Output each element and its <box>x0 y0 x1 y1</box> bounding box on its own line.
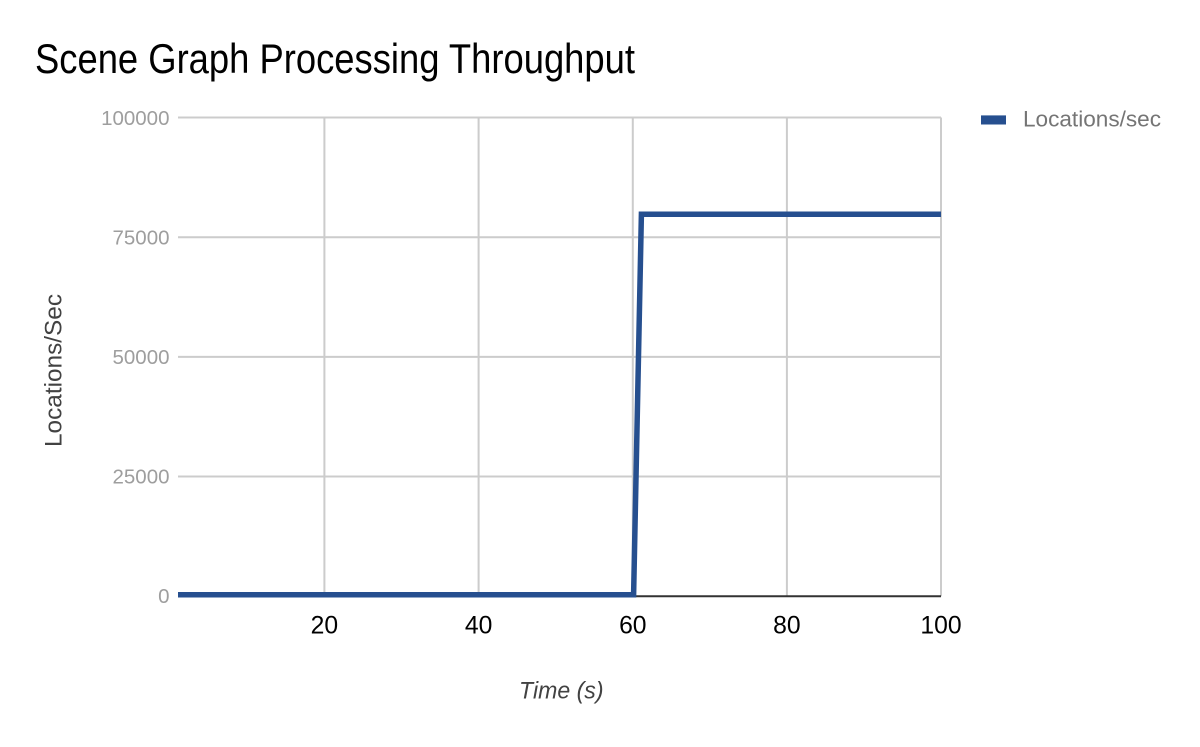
svg-text:50000: 50000 <box>112 346 169 369</box>
svg-text:100000: 100000 <box>101 107 169 130</box>
svg-text:Time (s): Time (s) <box>519 677 604 704</box>
svg-text:75000: 75000 <box>112 227 169 250</box>
svg-text:20: 20 <box>311 613 338 640</box>
svg-text:Scene Graph Processing Through: Scene Graph Processing Throughput <box>35 35 635 82</box>
svg-text:Locations/Sec: Locations/Sec <box>41 294 68 447</box>
svg-text:100: 100 <box>920 613 961 640</box>
svg-text:40: 40 <box>465 613 492 640</box>
svg-text:Locations/sec: Locations/sec <box>1023 107 1161 132</box>
svg-text:0: 0 <box>158 585 169 608</box>
svg-text:80: 80 <box>773 613 800 640</box>
svg-text:25000: 25000 <box>112 466 169 489</box>
svg-text:60: 60 <box>619 613 646 640</box>
